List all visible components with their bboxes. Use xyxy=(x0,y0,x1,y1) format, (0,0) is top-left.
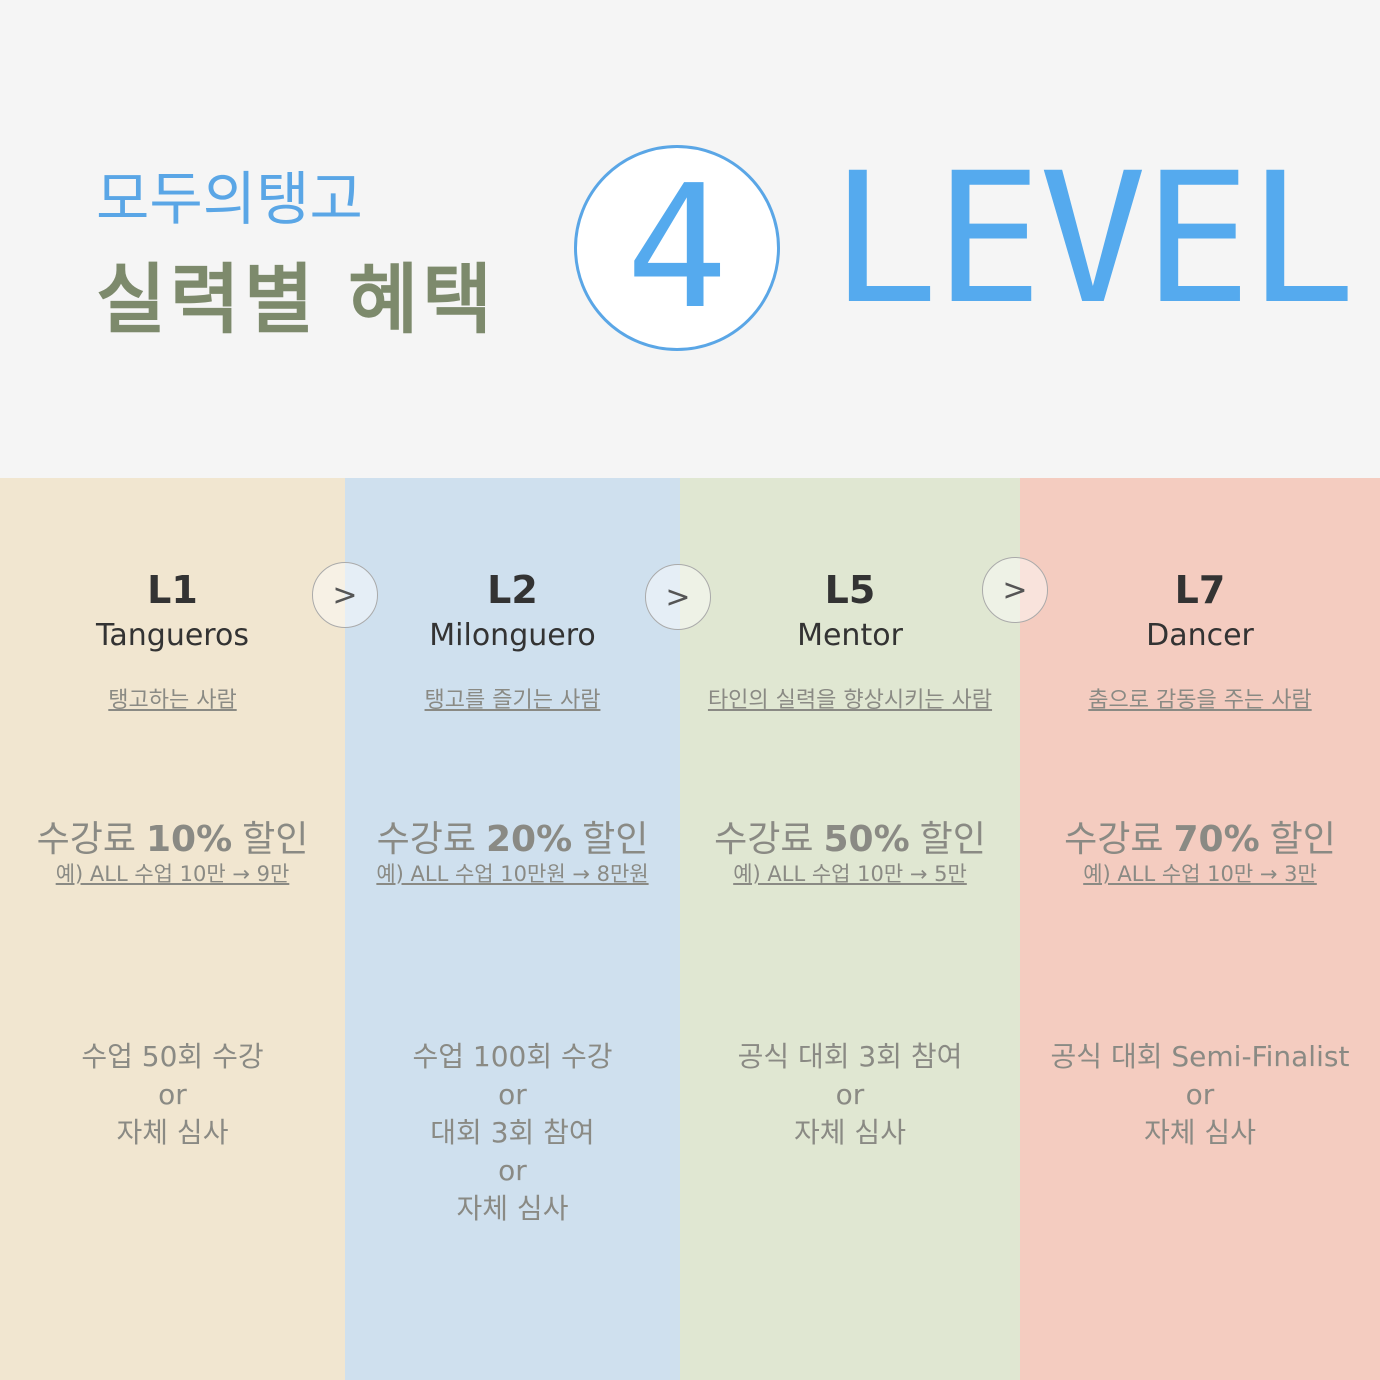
discount-example: 예) ALL 수업 10만 → 9만 xyxy=(55,862,290,886)
level-name: Milonguero xyxy=(429,618,596,653)
level-name: Tangueros xyxy=(96,618,249,653)
requirement: 대회 3회 참여 xyxy=(430,1116,595,1149)
next-arrow: > xyxy=(312,562,378,628)
discount-suffix: 할인 xyxy=(1269,819,1336,860)
requirement: 수업 50회 수강 xyxy=(81,1040,264,1073)
requirement: 자체 심사 xyxy=(794,1116,906,1149)
level-desc: 탱고하는 사람 xyxy=(108,688,237,713)
requirements: 공식 대회 3회 참여 or 자체 심사 xyxy=(680,1038,1020,1152)
discount-amount: 20% xyxy=(485,819,573,860)
requirement: 수업 100회 수강 xyxy=(412,1040,613,1073)
discount-prefix: 수강료 xyxy=(714,819,814,860)
discount-prefix: 수강료 xyxy=(36,819,136,860)
discount-example: 예) ALL 수업 10만원 → 8만원 xyxy=(376,862,649,886)
level-desc: 타인의 실력을 향상시키는 사람 xyxy=(707,688,993,713)
level-code: L5 xyxy=(824,568,876,612)
requirements: 공식 대회 Semi-Finalist or 자체 심사 xyxy=(1020,1038,1380,1152)
discount-amount: 70% xyxy=(1173,819,1260,860)
requirement: 공식 대회 3회 참여 xyxy=(737,1040,963,1073)
discount-example: 예) ALL 수업 10만 → 5만 xyxy=(733,862,967,886)
discount-amount: 50% xyxy=(823,819,910,860)
requirement: or xyxy=(1185,1078,1215,1111)
badge: 4 xyxy=(574,145,780,351)
discount: 수강료 10% 할인 xyxy=(0,810,345,862)
requirement: or xyxy=(835,1078,865,1111)
requirement: 공식 대회 Semi-Finalist xyxy=(1050,1040,1350,1073)
next-arrow: > xyxy=(982,557,1048,623)
requirements: 수업 50회 수강 or 자체 심사 xyxy=(0,1038,345,1152)
discount-amount: 10% xyxy=(145,819,233,860)
level-code: L7 xyxy=(1174,568,1226,612)
level-code: L2 xyxy=(487,568,538,612)
brand: 모두의탱고 xyxy=(96,165,363,233)
level-desc: 춤으로 감동을 주는 사람 xyxy=(1088,688,1312,713)
level-code: L1 xyxy=(147,568,198,612)
level-word: LEVEL xyxy=(830,135,1356,344)
requirement: 자체 심사 xyxy=(116,1116,229,1149)
requirements: 수업 100회 수강 or 대회 3회 참여 or 자체 심사 xyxy=(345,1038,680,1228)
level-desc: 탱고를 즐기는 사람 xyxy=(424,688,601,713)
level-name: Mentor xyxy=(797,618,903,653)
discount-suffix: 할인 xyxy=(242,819,309,860)
discount: 수강료 50% 할인 xyxy=(680,810,1020,862)
discount: 수강료 70% 할인 xyxy=(1020,810,1380,862)
discount-suffix: 할인 xyxy=(919,819,986,860)
next-arrow: > xyxy=(645,564,711,630)
discount-prefix: 수강료 xyxy=(376,819,476,860)
title: 실력별 혜택 xyxy=(96,255,497,344)
discount: 수강료 20% 할인 xyxy=(345,810,680,862)
requirement: or xyxy=(498,1154,527,1187)
requirement: 자체 심사 xyxy=(456,1192,569,1225)
level-name: Dancer xyxy=(1146,618,1254,653)
discount-prefix: 수강료 xyxy=(1064,819,1164,860)
discount-suffix: 할인 xyxy=(582,819,649,860)
requirement: 자체 심사 xyxy=(1144,1116,1256,1149)
requirement: or xyxy=(158,1078,187,1111)
requirement: or xyxy=(498,1078,527,1111)
discount-example: 예) ALL 수업 10만 → 3만 xyxy=(1083,862,1317,886)
